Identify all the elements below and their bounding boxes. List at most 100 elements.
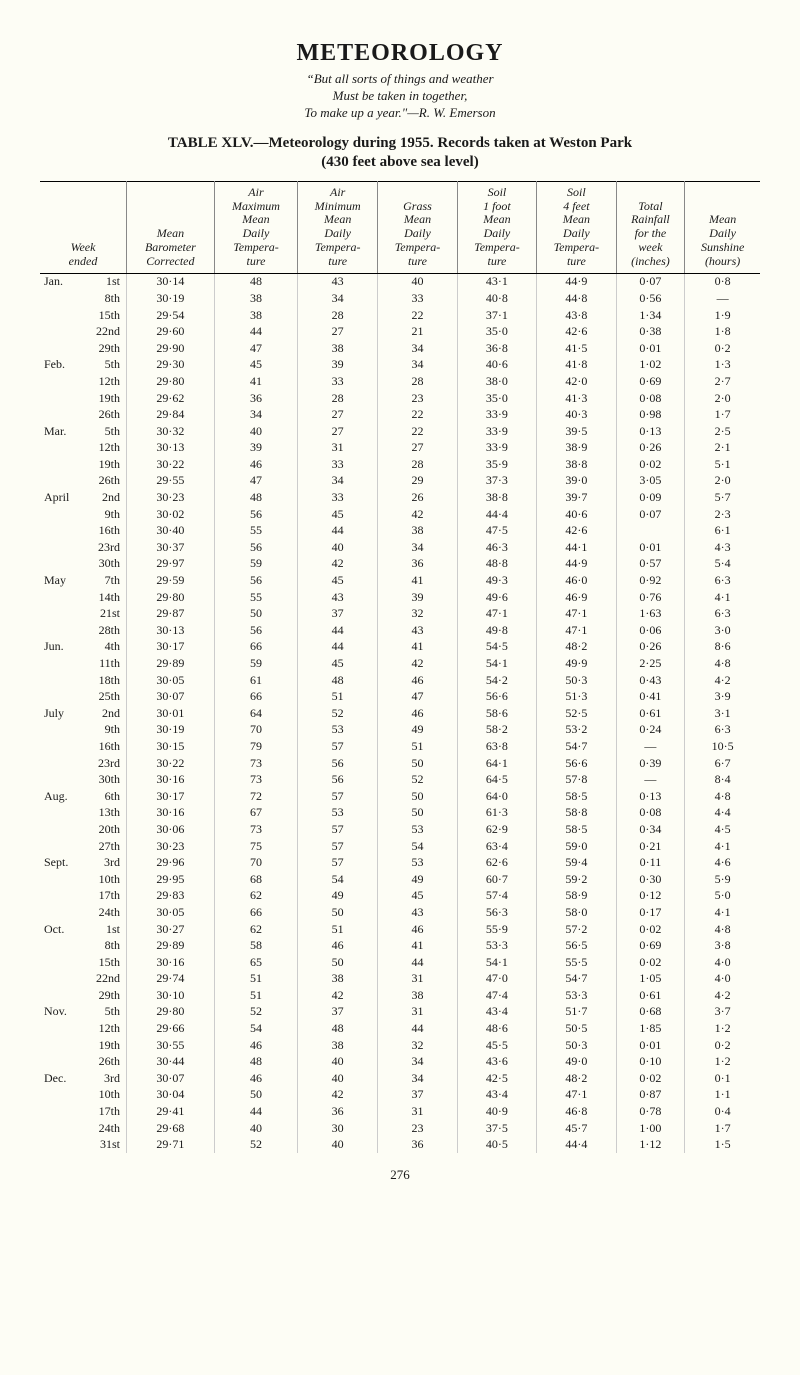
table-row: Oct.1st30·2762514655·957·20·024·8 — [40, 921, 760, 938]
cell-min: 54 — [298, 871, 378, 888]
cell-soil1: 49·8 — [457, 622, 536, 639]
cell-sun: 4·6 — [685, 854, 760, 871]
cell-grass: 37 — [378, 1087, 457, 1104]
cell-month: Aug. — [40, 788, 88, 805]
cell-soil4: 44·8 — [537, 290, 616, 307]
cell-soil4: 38·9 — [537, 440, 616, 457]
cell-max: 56 — [214, 506, 297, 523]
cell-sun: 1·9 — [685, 307, 760, 324]
cell-rain: 1·12 — [616, 1136, 685, 1153]
table-row: 9th30·1970534958·253·20·246·3 — [40, 722, 760, 739]
cell-rain: 0·69 — [616, 937, 685, 954]
cell-soil4: 41·8 — [537, 357, 616, 374]
cell-min: 43 — [298, 589, 378, 606]
cell-month: May — [40, 572, 88, 589]
cell-day: 24th — [88, 1120, 127, 1137]
cell-month — [40, 888, 88, 905]
cell-sun: 6·3 — [685, 605, 760, 622]
cell-barometer: 30·10 — [127, 987, 215, 1004]
cell-rain: 0·01 — [616, 1037, 685, 1054]
cell-grass: 42 — [378, 655, 457, 672]
cell-month — [40, 1053, 88, 1070]
cell-day: 12th — [88, 373, 127, 390]
cell-day: 15th — [88, 307, 127, 324]
table-row: 19th29·6236282335·041·30·082·0 — [40, 390, 760, 407]
cell-barometer: 29·71 — [127, 1136, 215, 1153]
cell-rain: 0·09 — [616, 489, 685, 506]
cell-soil4: 48·2 — [537, 639, 616, 656]
cell-min: 27 — [298, 423, 378, 440]
cell-sun: — — [685, 290, 760, 307]
cell-grass: 41 — [378, 937, 457, 954]
table-row: 26th29·5547342937·339·03·052·0 — [40, 473, 760, 490]
cell-min: 36 — [298, 1103, 378, 1120]
cell-barometer: 30·05 — [127, 904, 215, 921]
cell-day: 9th — [88, 722, 127, 739]
cell-rain: 0·21 — [616, 838, 685, 855]
cell-soil1: 62·6 — [457, 854, 536, 871]
cell-soil4: 49·9 — [537, 655, 616, 672]
cell-day: 22nd — [88, 323, 127, 340]
cell-month — [40, 605, 88, 622]
cell-rain: 0·61 — [616, 987, 685, 1004]
cell-month — [40, 290, 88, 307]
cell-day: 4th — [88, 639, 127, 656]
cell-sun: 1·2 — [685, 1020, 760, 1037]
cell-grass: 38 — [378, 522, 457, 539]
cell-min: 38 — [298, 971, 378, 988]
table-row: 8th29·8958464153·356·50·693·8 — [40, 937, 760, 954]
cell-soil1: 54·5 — [457, 639, 536, 656]
cell-barometer: 29·60 — [127, 323, 215, 340]
cell-barometer: 30·17 — [127, 639, 215, 656]
cell-barometer: 30·04 — [127, 1087, 215, 1104]
cell-grass: 43 — [378, 904, 457, 921]
cell-sun: 5·9 — [685, 871, 760, 888]
cell-soil1: 56·6 — [457, 688, 536, 705]
cell-rain: 0·01 — [616, 340, 685, 357]
cell-soil4: 52·5 — [537, 705, 616, 722]
cell-max: 47 — [214, 473, 297, 490]
cell-max: 73 — [214, 771, 297, 788]
cell-grass: 21 — [378, 323, 457, 340]
cell-soil1: 53·3 — [457, 937, 536, 954]
cell-grass: 53 — [378, 821, 457, 838]
cell-grass: 47 — [378, 688, 457, 705]
cell-min: 42 — [298, 556, 378, 573]
col-rainfall: TotalRainfallfor theweek(inches) — [616, 181, 685, 273]
cell-barometer: 29·41 — [127, 1103, 215, 1120]
cell-soil4: 47·1 — [537, 622, 616, 639]
cell-soil1: 47·5 — [457, 522, 536, 539]
cell-sun: 4·8 — [685, 655, 760, 672]
cell-min: 37 — [298, 1004, 378, 1021]
cell-grass: 36 — [378, 556, 457, 573]
cell-month — [40, 871, 88, 888]
cell-day: 31st — [88, 1136, 127, 1153]
cell-max: 75 — [214, 838, 297, 855]
table-row: July2nd30·0164524658·652·50·613·1 — [40, 705, 760, 722]
cell-soil1: 54·2 — [457, 672, 536, 689]
cell-barometer: 30·44 — [127, 1053, 215, 1070]
table-row: 14th29·8055433949·646·90·764·1 — [40, 589, 760, 606]
cell-sun: 0·8 — [685, 273, 760, 290]
cell-barometer: 30·32 — [127, 423, 215, 440]
cell-soil4: 59·0 — [537, 838, 616, 855]
cell-day: 3rd — [88, 854, 127, 871]
cell-rain: 0·13 — [616, 423, 685, 440]
cell-min: 44 — [298, 522, 378, 539]
cell-soil1: 42·5 — [457, 1070, 536, 1087]
col-sunshine: MeanDailySunshine(hours) — [685, 181, 760, 273]
cell-max: 58 — [214, 937, 297, 954]
epigraph: But all sorts of things and weather Must… — [40, 71, 760, 105]
col-grass: GrassMeanDailyTempera-ture — [378, 181, 457, 273]
cell-barometer: 30·23 — [127, 838, 215, 855]
cell-grass: 40 — [378, 273, 457, 290]
cell-barometer: 29·95 — [127, 871, 215, 888]
cell-min: 40 — [298, 539, 378, 556]
cell-month — [40, 937, 88, 954]
cell-month — [40, 1020, 88, 1037]
cell-sun: 3·1 — [685, 705, 760, 722]
cell-soil4: 47·1 — [537, 605, 616, 622]
cell-grass: 31 — [378, 1103, 457, 1120]
cell-soil4: 51·7 — [537, 1004, 616, 1021]
cell-soil4: 58·5 — [537, 821, 616, 838]
